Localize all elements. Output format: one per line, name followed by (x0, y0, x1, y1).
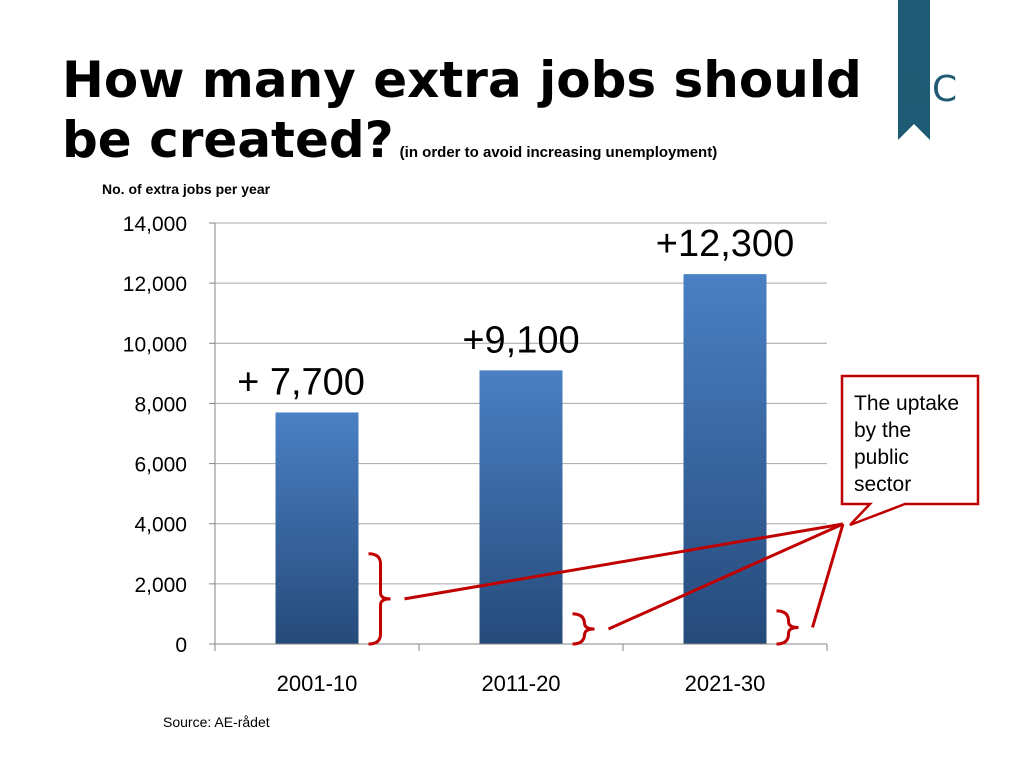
data-label: +12,300 (656, 223, 794, 265)
x-tick-label: 2001-10 (277, 671, 358, 696)
y-tick-label: 8,000 (134, 393, 187, 416)
pointer-line (811, 523, 845, 628)
data-label: + 7,700 (237, 361, 365, 403)
pointer-line (404, 522, 844, 601)
bar-2021-30 (683, 274, 767, 644)
y-axis-label: No. of extra jobs per year (102, 181, 271, 197)
uptake-bracket (776, 609, 799, 646)
x-tick-label: 2011-20 (481, 671, 560, 696)
bar-2001-10 (275, 412, 359, 644)
callout-text: The uptake by the public sector (854, 392, 960, 496)
y-tick-label: 14,000 (123, 213, 187, 236)
slide-title: How many extra jobs should be created? (i… (62, 50, 892, 183)
bar-2011-20 (479, 370, 563, 644)
uptake-bracket (572, 612, 595, 646)
pointer-line (607, 522, 844, 631)
x-tick-label: 2021-30 (685, 671, 766, 696)
y-tick-label: 12,000 (123, 273, 187, 296)
y-tick-label: 4,000 (134, 514, 187, 537)
title-text: How many extra jobs should be created? (62, 51, 862, 169)
source-note: Source: AE-rådet (163, 714, 270, 730)
logo-text: AC (900, 69, 964, 110)
slide-subtitle: (in order to avoid increasing unemployme… (399, 144, 718, 161)
uptake-bracket (368, 552, 391, 646)
data-label: +9,100 (462, 319, 579, 361)
callout-box: The uptake by the public sector (842, 376, 978, 504)
ac-logo-icon: AC (898, 0, 964, 140)
callout-shape (840, 374, 980, 527)
y-tick-label: 6,000 (134, 454, 187, 477)
y-tick-label: 0 (175, 634, 187, 657)
y-tick-label: 2,000 (134, 574, 187, 597)
y-tick-label: 10,000 (123, 333, 187, 356)
